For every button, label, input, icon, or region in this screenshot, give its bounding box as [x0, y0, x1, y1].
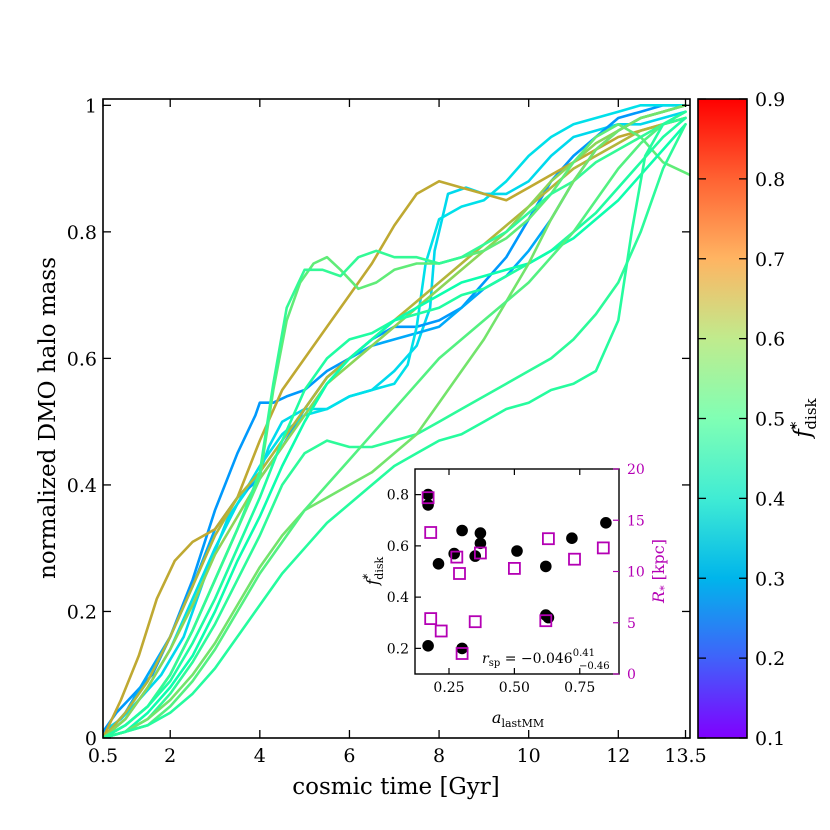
fdisk-point [422, 488, 434, 501]
series-line-halo-14 [103, 110, 687, 738]
rstar-point [473, 546, 487, 560]
fdisk-point [448, 547, 461, 560]
y-tick-label: 1 [85, 95, 97, 117]
y-tick-label: 0 [85, 728, 97, 750]
inset-plot-points [421, 488, 612, 660]
inset-right-tick-label: 5 [627, 616, 636, 632]
fdisk-point [422, 499, 434, 511]
inset-left-tick-label: 0.2 [387, 641, 409, 657]
y-tick-label: 0.6 [67, 348, 97, 370]
main-y-axis-title: normalized DMO halo mass [35, 257, 61, 579]
fdisk-point [540, 560, 552, 573]
inset-left-tick-label: 0.4 [387, 590, 409, 606]
rstar-point [455, 647, 469, 660]
inset-x-tick-label: 0.50 [499, 680, 530, 696]
x-tick-label: 13.5 [664, 745, 706, 767]
inset-right-tick-label: 0 [627, 667, 636, 683]
colorbar-tick-label: 0.1 [755, 728, 785, 750]
rstar-point [542, 532, 555, 546]
colorbar-tick-label: 0.6 [755, 329, 785, 351]
inset-left-tick-label: 0.6 [387, 539, 409, 555]
y-tick-label: 0.4 [67, 475, 97, 497]
series-line-halo-4 [103, 104, 687, 738]
colorbar-tick-label: 0.5 [755, 409, 785, 431]
colorbar-tick-label: 0.3 [755, 568, 785, 590]
colorbar-tick-label: 0.7 [755, 249, 785, 271]
fdisk-point [432, 558, 445, 570]
inset-x-tick-label: 0.75 [564, 680, 595, 696]
series-line-halo-11 [103, 123, 687, 738]
rstar-point [453, 567, 466, 580]
x-tick-label: 4 [254, 745, 266, 767]
x-tick-label: 8 [433, 745, 445, 767]
main-x-axis-title: cosmic time [Gyr] [292, 774, 500, 800]
inset-x-axis-title: alastMM [492, 708, 544, 730]
inset-right-tick-label: 10 [627, 565, 645, 581]
colorbar-tick-label: 0.8 [755, 169, 785, 191]
fdisk-point [474, 537, 487, 550]
fdisk-point [566, 532, 578, 544]
rstar-point [450, 550, 464, 564]
series-line-halo-7 [103, 104, 687, 738]
inset-correlation-annotation: rsp = −0.0460.41 −0.46 [482, 648, 610, 672]
inset-x-tick-label: 0.25 [433, 680, 464, 696]
inset-right-tick-label: 20 [627, 462, 645, 478]
rstar-point [468, 615, 482, 629]
fdisk-point [474, 527, 487, 539]
inset-left-tick-label: 0.8 [387, 488, 409, 504]
x-tick-label: 6 [343, 745, 355, 767]
fdisk-point [600, 517, 612, 529]
colorbar-tick-label: 0.9 [755, 89, 785, 111]
rstar-point [434, 624, 448, 638]
series-line-halo-12 [103, 123, 687, 738]
inset-axis-ticks: 0.25 0.50 0.75 0.2 0.4 0.6 0.8 0 5 10 15 20 [387, 462, 645, 696]
series-line-halo-13 [103, 104, 687, 738]
rstar-point [424, 612, 438, 625]
x-tick-label: 12 [606, 745, 630, 767]
main-axis-ticks: 0.5 2 4 6 8 10 12 13.5 0 0.2 0.4 0.6 0.8 1 [67, 95, 707, 767]
x-tick-label: 10 [517, 745, 541, 767]
y-tick-label: 0.8 [67, 222, 97, 244]
inset-right-tick-label: 15 [627, 513, 645, 529]
main-plot-lines [103, 104, 690, 738]
series-line-halo-5 [103, 116, 687, 738]
rstar-point [421, 491, 435, 505]
inset-background [415, 469, 619, 674]
colorbar-gradient [698, 99, 747, 738]
fdisk-point [511, 545, 523, 557]
colorbar-tick-label: 0.4 [755, 488, 785, 510]
fdisk-point [456, 524, 468, 537]
fdisk-point [422, 640, 434, 652]
rstar-point [568, 552, 581, 566]
x-tick-label: 0.5 [88, 745, 118, 767]
colorbar-title: f*disk [787, 397, 820, 439]
rstar-point [596, 541, 610, 555]
inset-right-axis-title: R*[kpc] [649, 539, 671, 604]
colorbar-tick-label: 0.2 [755, 648, 785, 670]
rstar-point [507, 562, 521, 575]
y-tick-label: 0.2 [67, 601, 97, 623]
colorbar-ticks: 0.1 0.2 0.3 0.4 0.5 0.6 0.7 0.8 0.9 [698, 89, 785, 750]
rstar-point [424, 526, 438, 539]
x-tick-label: 2 [164, 745, 176, 767]
inset-left-axis-title: f*disk [361, 557, 386, 587]
series-line-halo-15 [103, 110, 687, 738]
rstar-point [539, 614, 553, 628]
main-plot-frame [102, 98, 691, 739]
series-line-halo-9 [103, 116, 687, 738]
